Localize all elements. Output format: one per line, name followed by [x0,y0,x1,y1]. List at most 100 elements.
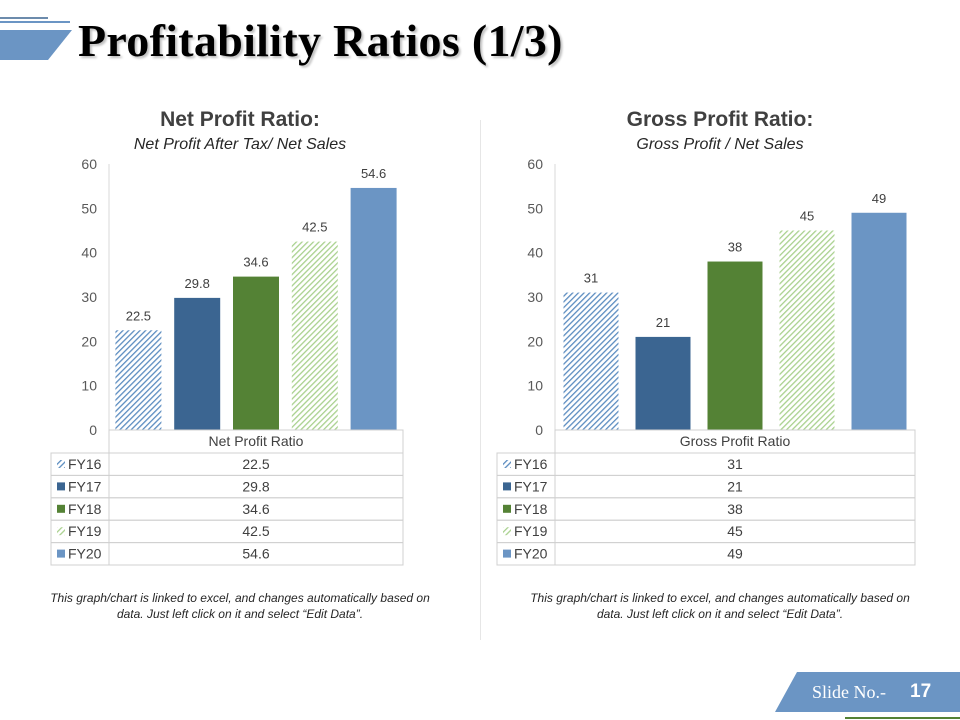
gross-profit-chart[interactable]: 0 10 20 30 40 50 60 31 21 38 45 49 Gross Profit Rati… [480,0,960,580]
slide-number: 17 [910,681,932,702]
bar-fy20 [851,212,907,430]
data-label: 54.6 [361,166,386,181]
data-label: 29.8 [185,276,210,291]
table-row-label: FY19 [514,523,548,539]
data-label: 34.6 [243,255,268,270]
table-cell-value: 29.8 [242,478,269,494]
table-cell-value: 34.6 [242,501,269,517]
y-tick-label: 10 [81,378,97,394]
legend-key-fy17 [503,482,511,491]
legend-key-fy18 [503,504,511,513]
table-row-label: FY20 [68,546,102,562]
table-row-label: FY16 [514,456,548,472]
bar-fy16 [115,330,162,430]
table-row [496,519,916,544]
data-label: 21 [656,315,670,330]
table-row [496,474,916,499]
table-cell-value: 42.5 [242,523,269,539]
legend-key-fy16 [503,460,511,468]
chart-note: This graph/chart is linked to excel, and… [50,591,430,621]
data-label-bg [119,306,158,325]
chart-subtitle: Gross Profit / Net Sales [636,136,804,153]
table-row [50,519,404,544]
bar-fy19 [779,230,835,430]
y-tick-label: 50 [81,200,97,216]
slide-number-banner [775,672,960,719]
y-tick-label: 30 [81,289,97,305]
slide-number-label: Slide No.- [812,682,886,702]
legend-key-fy16 [57,460,65,468]
chart-note: This graph/chart is linked to excel, and… [530,591,910,621]
table-cell-value: 49 [727,546,743,562]
table-row-label: FY19 [68,523,102,539]
data-label-bg [178,273,217,292]
table-row-label: FY16 [68,456,102,472]
table-row [50,542,404,566]
y-tick-label: 50 [527,200,543,216]
data-label-bg [651,312,675,331]
data-label-bg [867,188,891,207]
table-cell-value: 45 [727,523,743,539]
data-label-bg [237,252,275,271]
table-row [50,474,404,499]
bar-fy16 [563,292,619,430]
table-row [496,542,916,566]
data-label: 38 [728,240,742,255]
y-tick-label: 10 [527,378,543,394]
y-tick-label: 40 [81,245,97,261]
y-tick-label: 20 [81,333,97,349]
table-row-label: FY18 [514,501,548,517]
panel-divider [480,120,481,640]
table-header: Gross Profit Ratio [680,433,791,449]
table-cell-value: 54.6 [242,546,269,562]
table-row [496,497,916,521]
bar-fy20 [350,187,397,430]
y-tick-label: 20 [527,333,543,349]
y-tick-label: 60 [527,156,543,172]
data-label-bg [295,217,334,236]
y-tick-label: 60 [81,156,97,172]
table-row [50,452,404,476]
legend-key-fy17 [57,482,65,491]
page-title: Profitability Ratios (1/3) [78,15,563,66]
net-profit-panel: Net Profit Ratio: Net Profit After Tax/ … [0,0,480,621]
net-profit-chart[interactable]: 0 10 20 30 40 50 60 22.5 29.8 34.6 42.5 54.6 Net Pro… [0,0,480,580]
chart-title: Gross Profit Ratio: [626,108,814,131]
table-header: Net Profit Ratio [209,433,304,449]
data-label-bg [795,206,819,225]
legend-key-fy19 [503,527,511,536]
table-row [496,452,916,476]
y-tick-label: 30 [527,289,543,305]
table-row-label: FY20 [514,546,548,562]
y-tick-label: 40 [527,245,543,261]
bar-fy19 [291,241,338,430]
data-label: 42.5 [302,220,327,235]
table-cell-value: 38 [727,501,743,517]
bar-fy17 [174,297,221,430]
table-row-label: FY18 [68,501,102,517]
data-label: 45 [800,209,814,224]
data-label-bg [579,268,603,287]
data-label-bg [723,237,747,256]
header-accent-shape [0,17,72,60]
gross-profit-panel: Gross Profit Ratio: Gross Profit / Net S… [480,0,960,720]
table-row-label: FY17 [514,478,548,494]
data-label: 49 [872,191,886,206]
bar-fy18 [233,276,279,430]
y-tick-label: 0 [535,422,543,438]
table-row-label: FY17 [68,478,102,494]
chart-title: Net Profit Ratio: [160,108,320,131]
y-tick-label: 0 [89,422,97,438]
table-row [50,497,404,521]
legend-key-fy20 [503,549,511,558]
data-label: 22.5 [126,308,151,323]
bar-fy18 [707,261,763,430]
data-label: 31 [584,271,598,286]
table-cell-value: 22.5 [242,456,269,472]
table-cell-value: 21 [727,478,743,494]
bar-fy17 [635,336,691,430]
table-cell-value: 31 [727,456,743,472]
data-label-bg [354,163,393,182]
legend-key-fy18 [57,504,65,513]
legend-key-fy20 [57,549,65,558]
